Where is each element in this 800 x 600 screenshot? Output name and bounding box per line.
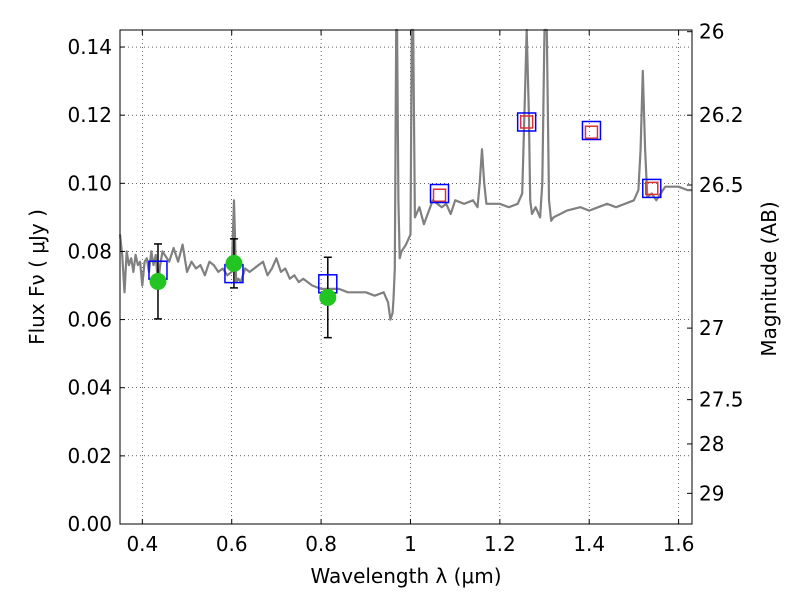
- x-axis-label: Wavelength λ (μm): [310, 564, 501, 588]
- model-band-point: [432, 188, 447, 202]
- y-tick-label: 0.00: [67, 512, 112, 536]
- x-tick-label: 1.2: [484, 532, 516, 556]
- y-axis-label: Flux Fν ( μJy ): [25, 209, 49, 345]
- observed-point: [149, 272, 167, 290]
- y2-tick-label: 27: [699, 316, 724, 340]
- spectrum-line: [118, 28, 692, 321]
- y-tick-label: 0.10: [67, 171, 112, 195]
- photometry-point: [429, 183, 450, 204]
- x-tick-label: 0.4: [126, 532, 158, 556]
- y2-tick-label: 26.2: [699, 103, 744, 127]
- y-tick-label: 0.14: [67, 35, 112, 59]
- y-tick-label: 0.12: [67, 103, 112, 127]
- marker-layer: [148, 112, 662, 339]
- photometry-point: [642, 178, 662, 199]
- axis-ticks: 0.4 0.6 0.8 1 1.2 1.4 1.6 0.00 0.02 0.04 0.06 0.08 0…: [67, 20, 743, 556]
- x-tick-label: 1.4: [573, 532, 605, 556]
- plot-frame: [119, 29, 693, 525]
- y2-tick-label: 29: [699, 481, 724, 505]
- x-tick-label: 1: [404, 532, 417, 556]
- model-band-point: [519, 115, 534, 129]
- photometry-point: [516, 112, 537, 132]
- y2-axis-label: Magnitude (AB): [757, 201, 781, 356]
- y-tick-label: 0.02: [67, 444, 112, 468]
- x-tick-label: 1.6: [663, 532, 695, 556]
- y-tick-label: 0.04: [67, 376, 112, 400]
- y2-tick-label: 26: [699, 20, 724, 44]
- x-tick-label: 0.6: [216, 532, 248, 556]
- observed-point: [225, 254, 243, 272]
- spectrum-layer: [118, 28, 692, 321]
- y-tick-label: 0.06: [67, 308, 112, 332]
- x-tick-label: 0.8: [305, 532, 337, 556]
- y2-tick-label: 26.5: [699, 173, 744, 197]
- photometry-point: [581, 120, 602, 141]
- observed-point: [319, 288, 337, 306]
- y2-tick-label: 28: [699, 432, 724, 456]
- y-tick-label: 0.08: [67, 239, 112, 263]
- model-band-point: [584, 125, 599, 139]
- model-band-point: [645, 181, 659, 196]
- y2-tick-label: 27.5: [699, 388, 744, 412]
